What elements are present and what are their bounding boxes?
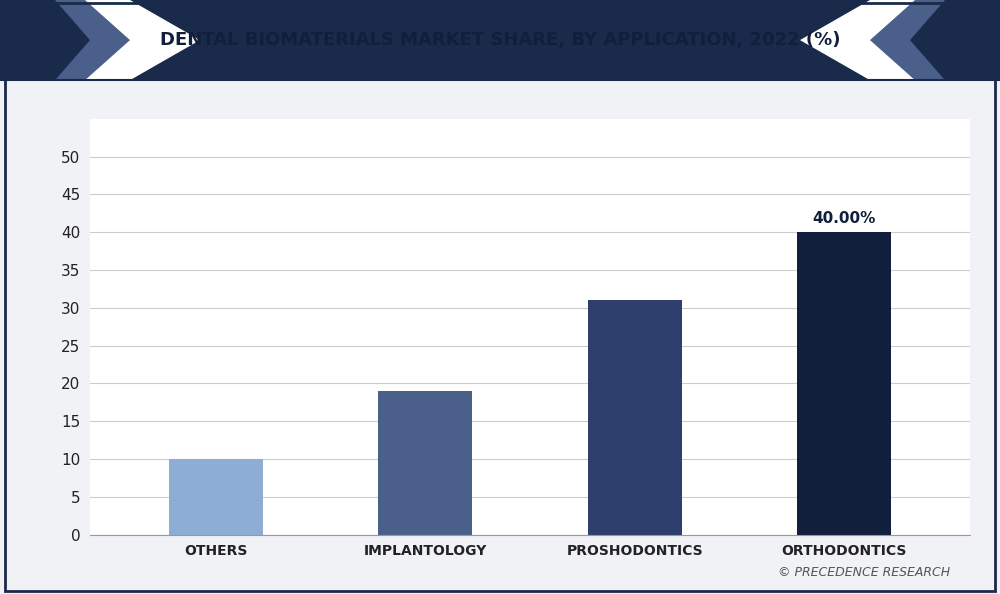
Polygon shape (0, 0, 200, 80)
Bar (378, 391, 472, 535)
Text: 40.00%: 40.00% (813, 211, 876, 226)
Polygon shape (870, 0, 1000, 80)
Polygon shape (0, 0, 130, 80)
Text: DENTAL BIOMATERIALS MARKET SHARE, BY APPLICATION, 2022 (%): DENTAL BIOMATERIALS MARKET SHARE, BY APP… (160, 31, 840, 49)
Polygon shape (800, 0, 1000, 80)
Bar (588, 300, 682, 535)
Bar (169, 459, 263, 535)
Bar (797, 232, 891, 535)
Polygon shape (0, 0, 90, 80)
Polygon shape (910, 0, 1000, 80)
Text: © PRECEDENCE RESEARCH: © PRECEDENCE RESEARCH (778, 566, 950, 579)
